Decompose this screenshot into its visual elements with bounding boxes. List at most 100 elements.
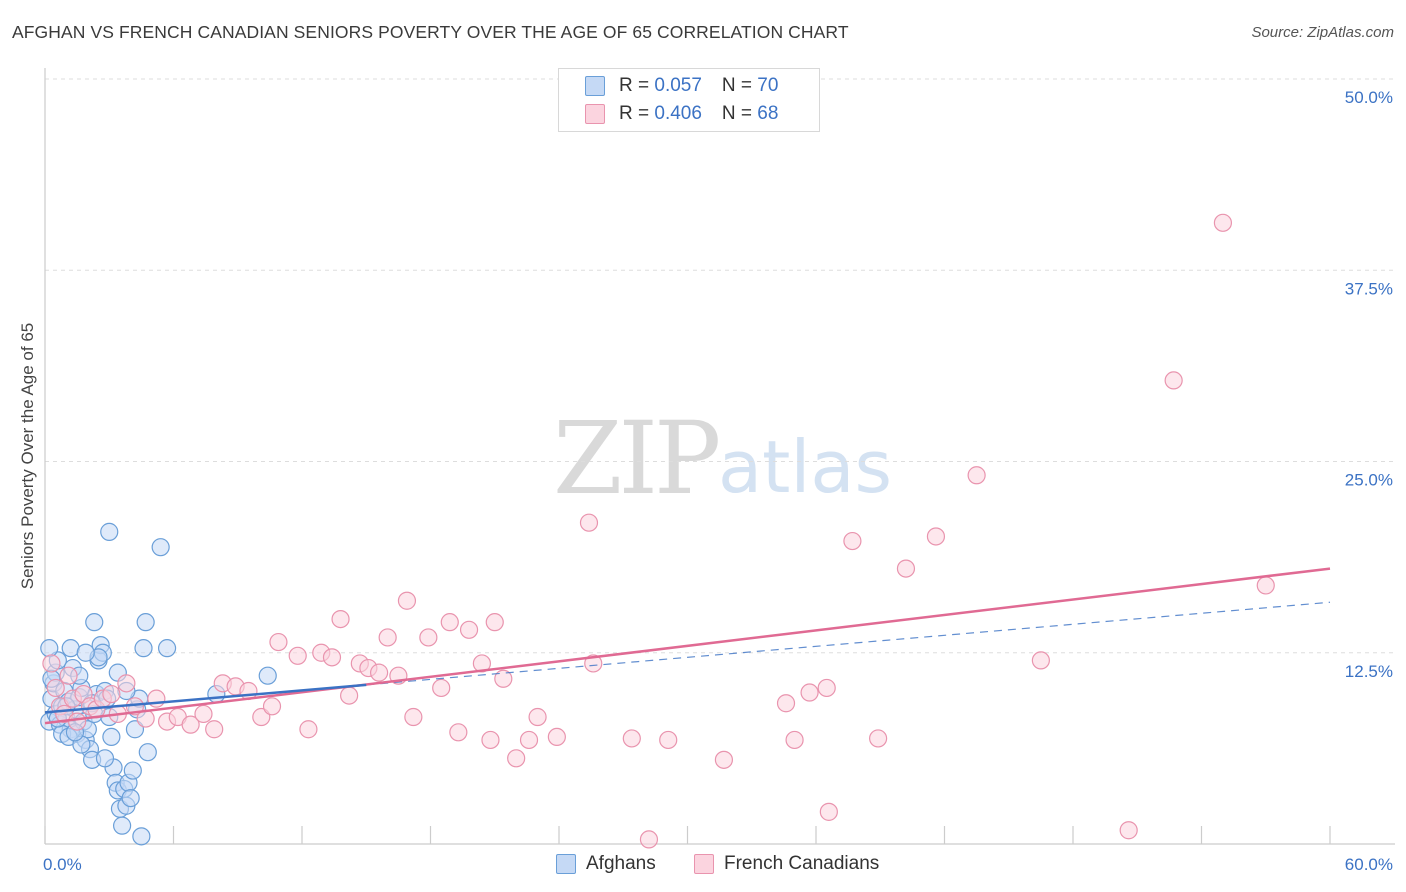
french-canadians-point (584, 654, 603, 673)
afghans-n-value: 70 (757, 75, 779, 96)
french-canadians-point (714, 750, 734, 769)
afghans-point (100, 522, 119, 541)
french-canadians-point (776, 694, 796, 713)
french-canadians-point (288, 646, 307, 665)
french-canadians-point (181, 715, 200, 734)
french-canadians-point (59, 666, 78, 685)
afghans-trend-line (44, 683, 367, 714)
french-canadians-point (1119, 821, 1138, 840)
french-legend-swatch (694, 854, 714, 874)
french-canadians-point (639, 830, 659, 849)
afghans-point (123, 761, 142, 780)
french-canadians-point (869, 729, 888, 748)
french-canadians-point (459, 620, 479, 639)
watermark-atlas: atlas (718, 425, 892, 509)
tick-labels: 12.5% 25.0% 37.5% 50.0% 0.0% 60.0% (43, 88, 1393, 874)
french-canadians-point (46, 678, 65, 698)
afghans-point (138, 743, 157, 762)
french-canadians-point (331, 609, 350, 629)
french-canadians-point (269, 632, 288, 652)
french-canadians-point (322, 648, 342, 667)
afghans-point (136, 613, 155, 632)
afghans-point (121, 788, 140, 808)
french-canadians-points (42, 213, 1275, 849)
afghans-point (95, 749, 115, 768)
french-canadians-point (262, 697, 282, 716)
french-canadians-point (68, 712, 87, 731)
french-canadians-point (252, 707, 271, 727)
french-canadians-point (404, 707, 423, 727)
afghans-point (61, 639, 80, 658)
afghans-point (76, 643, 95, 662)
french-canadians-point (843, 531, 862, 551)
french-swatch (585, 104, 605, 124)
grid-lines (45, 78, 1395, 654)
french-canadians-point (299, 720, 318, 739)
french-canadians-point (547, 727, 566, 747)
french-canadians-point (800, 683, 819, 702)
afghans-point (125, 720, 145, 739)
french-canadians-point (926, 527, 946, 546)
afghans-swatch (585, 76, 605, 96)
y-tick-label: 12.5% (1345, 662, 1393, 681)
chart-title: AFGHAN VS FRENCH CANADIAN SENIORS POVERT… (12, 22, 849, 42)
french-canadians-point (449, 723, 468, 742)
french-canadians-point (967, 466, 986, 485)
french-canadians-point (472, 654, 491, 673)
french-canadians-point (194, 704, 213, 724)
french-canadians-point (481, 730, 500, 750)
afghans-point (157, 639, 177, 658)
afghans-r-label: R = (619, 75, 655, 96)
bottom-legend-afghans: Afghans (556, 852, 656, 876)
afghans-point (134, 639, 153, 658)
french-canadians-point (432, 678, 451, 698)
french-canadians-point (785, 730, 804, 750)
afghans-point (112, 816, 132, 835)
afghans-trend-dashed (366, 601, 1331, 686)
french-canadians-point (659, 730, 678, 750)
french-canadians-point (1213, 213, 1233, 232)
french-canadians-point (397, 591, 417, 610)
french-canadians-point (494, 669, 513, 688)
french-canadians-point (1031, 651, 1050, 670)
afghans-legend-swatch (556, 854, 576, 874)
x-tick-label-min: 0.0% (43, 855, 82, 874)
french-n-label: N = (721, 103, 758, 124)
y-axis-title: Seniors Poverty Over the Age of 65 (18, 322, 37, 590)
y-tick-label: 50.0% (1345, 88, 1393, 107)
bottom-legend-french: French Canadians (694, 852, 879, 876)
french-canadians-point (1164, 371, 1183, 390)
french-canadians-point (340, 686, 359, 705)
french-canadians-point (622, 729, 641, 748)
french-n-value: 68 (757, 103, 779, 124)
french-canadians-point (102, 684, 121, 704)
afghans-point (258, 666, 277, 685)
french-canadians-point (519, 730, 539, 750)
french-canadians-point (819, 802, 838, 821)
afghans-point (132, 827, 151, 846)
watermark-zip: ZIP (553, 400, 721, 517)
source-label: Source: ZipAtlas.com (1251, 24, 1394, 41)
french-canadians-point (1256, 576, 1275, 595)
afghans-point (151, 538, 170, 557)
french-canadians-point (419, 628, 438, 647)
french-canadians-trend-line (44, 567, 1331, 725)
french-legend-label: French Canadians (724, 853, 880, 874)
afghans-point (40, 639, 59, 658)
afghans-legend-label: Afghans (586, 853, 656, 874)
x-tick-label-max: 60.0% (1345, 855, 1393, 874)
y-tick-label: 25.0% (1345, 471, 1393, 490)
french-canadians-point (378, 628, 397, 647)
french-canadians-point (117, 674, 136, 693)
french-canadians-point (370, 663, 389, 682)
legend-row-french: R = 0.406 N = 68 (585, 102, 778, 126)
french-r-value: 0.406 (654, 103, 702, 124)
french-r-label: R = (619, 103, 655, 124)
afghans-n-label: N = (721, 75, 758, 96)
french-canadians-point (205, 720, 224, 739)
french-canadians-point (507, 749, 526, 768)
french-canadians-point (817, 678, 836, 698)
french-canadians-point (579, 513, 599, 532)
afghans-point (102, 727, 121, 747)
